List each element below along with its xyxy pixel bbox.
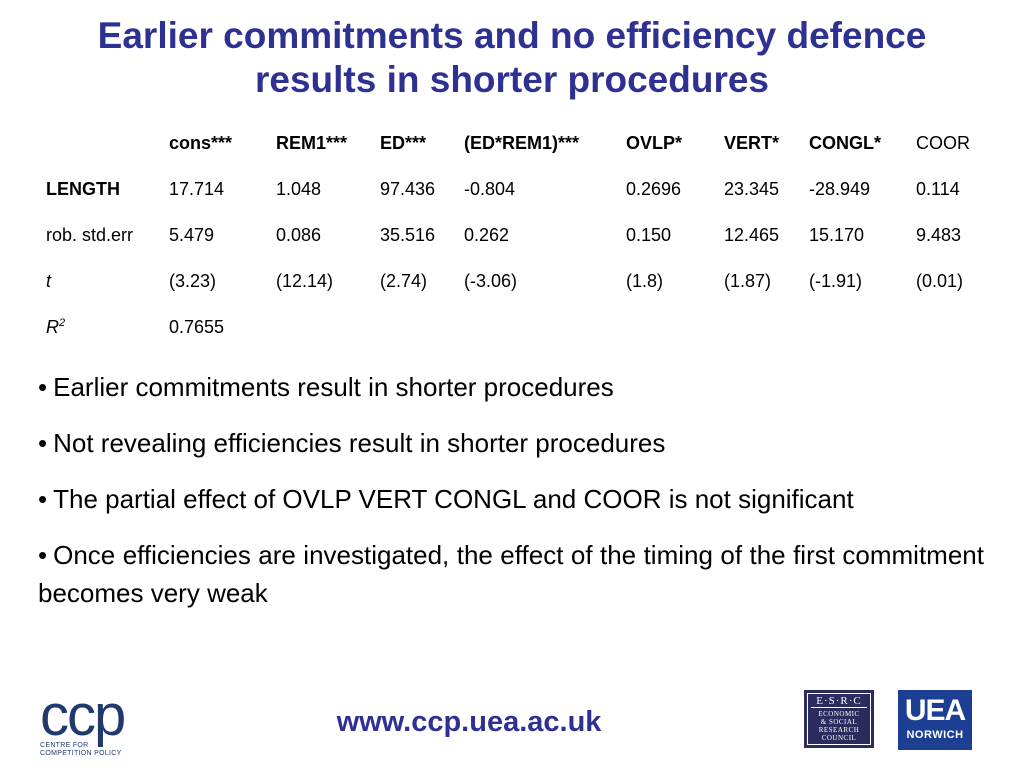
bullet-glyph: • (38, 540, 48, 570)
table-cell: (1.87) (724, 270, 772, 291)
regression-table: cons*** REM1*** ED*** (ED*REM1)*** OVLP*… (40, 120, 976, 350)
header-cell: VERT* (724, 132, 780, 153)
table-cell: -0.804 (464, 178, 516, 199)
r-superscript: 2 (59, 316, 66, 329)
esrc-logo-title: E·S·R·C (811, 695, 867, 708)
table-cell (620, 304, 718, 350)
bullet-text: The partial effect of OVLP VERT CONGL an… (53, 484, 854, 514)
table-cell: 12.465 (724, 224, 780, 245)
table-cell: (3.23) (169, 270, 217, 291)
table-cell (910, 304, 976, 350)
uea-logo: UEA NORWICH (898, 690, 972, 750)
uea-logo-subtitle: NORWICH (906, 729, 964, 741)
slide-title: Earlier commitments and no efficiency de… (40, 14, 984, 102)
header-cell: REM1*** (276, 132, 348, 153)
table-cell: 1.048 (276, 178, 322, 199)
table-cell: 0.150 (626, 224, 672, 245)
table-cell: (0.01) (916, 270, 964, 291)
table-cell: 0.114 (916, 178, 960, 199)
header-cell: cons*** (169, 132, 233, 153)
table-cell: 0.2696 (626, 178, 682, 199)
table-cell (458, 304, 620, 350)
list-item: • Earlier commitments result in shorter p… (38, 368, 984, 406)
table-cell (718, 304, 803, 350)
table-cell: 0.086 (276, 224, 322, 245)
bullet-glyph: • (38, 484, 48, 514)
list-item: • Once efficiencies are investigated, the… (38, 536, 984, 612)
table-cell: -28.949 (809, 178, 871, 199)
ccp-logo-subtitle-2: COMPETITION POLICY (40, 750, 122, 757)
ccp-logo-mark: ccp (40, 683, 126, 748)
bullet-text: Earlier commitments result in shorter pr… (53, 372, 614, 402)
table-row: rob. std.err 5.479 0.086 35.516 0.262 0.… (40, 212, 976, 258)
header-cell: COOR (916, 132, 970, 153)
table-cell: (-3.06) (464, 270, 518, 291)
row-label: LENGTH (46, 178, 120, 199)
bullet-glyph: • (38, 372, 48, 402)
table-cell: 15.170 (809, 224, 865, 245)
uea-logo-mark: UEA (904, 694, 966, 727)
title-line-1: Earlier commitments and no efficiency de… (97, 15, 927, 56)
table-header-row: cons*** REM1*** ED*** (ED*REM1)*** OVLP*… (40, 120, 976, 166)
bullet-text: Once efficiencies are investigated, the … (38, 540, 984, 608)
esrc-line: ECONOMIC (818, 710, 860, 718)
row-label: rob. std.err (46, 224, 134, 245)
table-row: t (3.23) (12.14) (2.74) (-3.06) (1.8) (1… (40, 258, 976, 304)
table-cell: (1.8) (626, 270, 664, 291)
bullet-list: • Earlier commitments result in shorter p… (38, 368, 984, 630)
table-cell: 0.7655 (169, 316, 225, 337)
table-cell (803, 304, 910, 350)
esrc-logo-text: ECONOMIC & SOCIAL RESEARCH COUNCIL (806, 710, 872, 742)
table-cell: 17.714 (169, 178, 225, 199)
header-cell: ED*** (380, 132, 427, 153)
bullet-text: Not revealing efficiencies result in sho… (53, 428, 666, 458)
row-label: t (46, 270, 52, 291)
header-cell: OVLP* (626, 132, 683, 153)
table-cell: 0.262 (464, 224, 510, 245)
table-cell: 97.436 (380, 178, 436, 199)
r-symbol: R (46, 316, 59, 337)
esrc-line: RESEARCH (818, 726, 860, 734)
bullet-glyph: • (38, 428, 48, 458)
footer-url-link[interactable]: www.ccp.uea.ac.uk (336, 706, 602, 738)
esrc-logo: E·S·R·C ECONOMIC & SOCIAL RESEARCH COUNC… (804, 690, 874, 748)
table-cell: 9.483 (916, 224, 962, 245)
list-item: • Not revealing efficiencies result in sh… (38, 424, 984, 462)
table-cell (374, 304, 458, 350)
table-cell: 23.345 (724, 178, 780, 199)
list-item: • The partial effect of OVLP VERT CONGL a… (38, 480, 984, 518)
header-cell: (ED*REM1)*** (464, 132, 580, 153)
table-cell: 5.479 (169, 224, 215, 245)
table-cell: (2.74) (380, 270, 428, 291)
table-cell (270, 304, 374, 350)
title-line-2: results in shorter procedures (254, 59, 770, 100)
table-cell: (-1.91) (809, 270, 863, 291)
ccp-logo-subtitle-1: CENTRE FOR (40, 742, 89, 749)
esrc-line: & SOCIAL (820, 718, 858, 726)
header-cell: CONGL* (809, 132, 881, 153)
ccp-logo: ccp CENTRE FOR COMPETITION POLICY (40, 683, 160, 762)
row-label: R2 (40, 304, 163, 350)
table-row: R2 0.7655 (40, 304, 976, 350)
table-cell: 35.516 (380, 224, 436, 245)
header-cell (40, 120, 163, 166)
table-cell: (12.14) (276, 270, 334, 291)
table-row: LENGTH 17.714 1.048 97.436 -0.804 0.2696… (40, 166, 976, 212)
esrc-line: COUNCIL (821, 734, 857, 742)
